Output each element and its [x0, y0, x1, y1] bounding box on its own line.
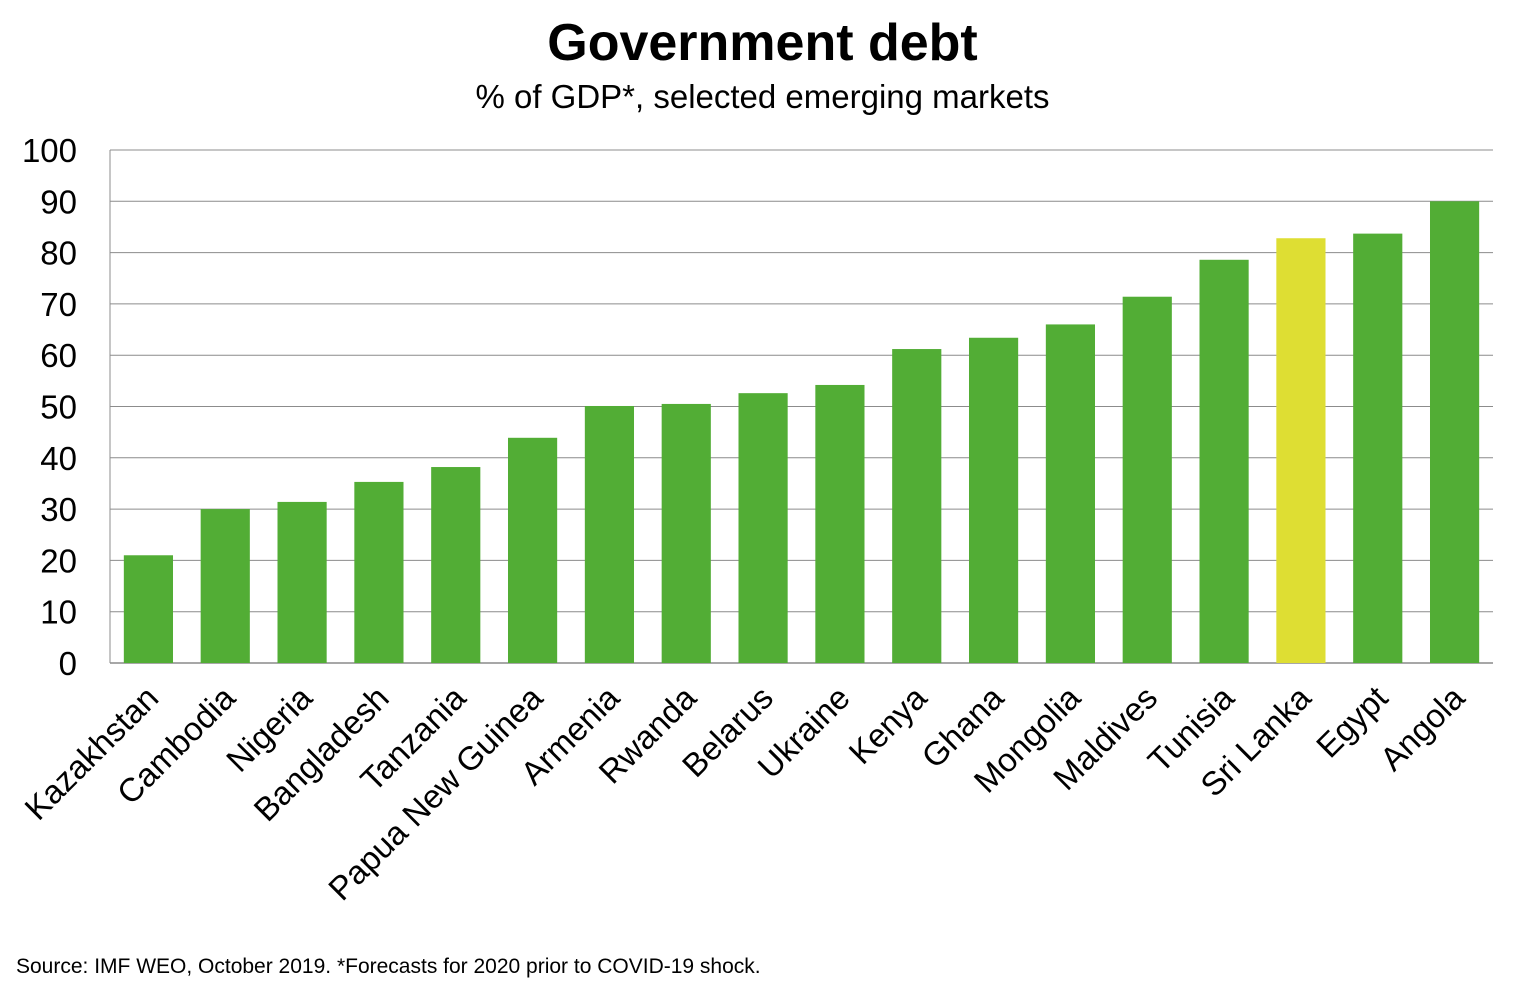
x-tick-label: Angola [1373, 678, 1472, 777]
bar-cambodia [200, 509, 250, 663]
x-tick-label: Kenya [841, 678, 934, 771]
bar-sri-lanka [1276, 238, 1326, 663]
y-tick-label: 30 [40, 491, 77, 528]
y-tick-label: 100 [22, 132, 77, 169]
bar-papua-new-guinea [507, 437, 558, 663]
bar-angola [1429, 201, 1480, 664]
y-tick-label: 40 [40, 440, 77, 477]
bar-belarus [738, 393, 788, 663]
bar-tunisia [1199, 259, 1249, 663]
y-tick-label: 20 [40, 542, 77, 579]
chart-subtitle: % of GDP*, selected emerging markets [475, 78, 1050, 115]
bar-ghana [968, 337, 1019, 663]
bar-armenia [584, 405, 635, 663]
y-tick-label: 50 [40, 389, 77, 426]
y-tick-label: 90 [40, 183, 77, 220]
bar-ukraine [815, 384, 865, 663]
bar-bangladesh [354, 481, 404, 663]
bar-maldives [1122, 296, 1172, 663]
bar-kenya [892, 349, 942, 663]
y-axis-ticks: 0 10 20 30 40 50 60 70 80 90 100 [22, 132, 77, 682]
chart-title: Government debt [547, 14, 978, 72]
bars [123, 201, 1480, 664]
y-tick-label: 60 [40, 337, 77, 374]
source-note: Source: IMF WEO, October 2019. *Forecast… [16, 955, 761, 978]
y-tick-label: 10 [40, 594, 77, 631]
bar-rwanda [661, 403, 711, 663]
y-tick-label: 70 [40, 286, 77, 323]
y-tick-label: 80 [40, 235, 77, 272]
bar-kazakhstan [123, 555, 174, 663]
x-axis-ticks: KazakhstanCambodiaNigeriaBangladeshTanza… [17, 678, 1472, 907]
y-tick-label: 0 [59, 645, 77, 682]
bar-nigeria [277, 501, 327, 663]
bar-egypt [1353, 233, 1403, 663]
gridlines [109, 149, 1493, 664]
bar-tanzania [431, 467, 481, 663]
bar-mongolia [1045, 324, 1096, 663]
